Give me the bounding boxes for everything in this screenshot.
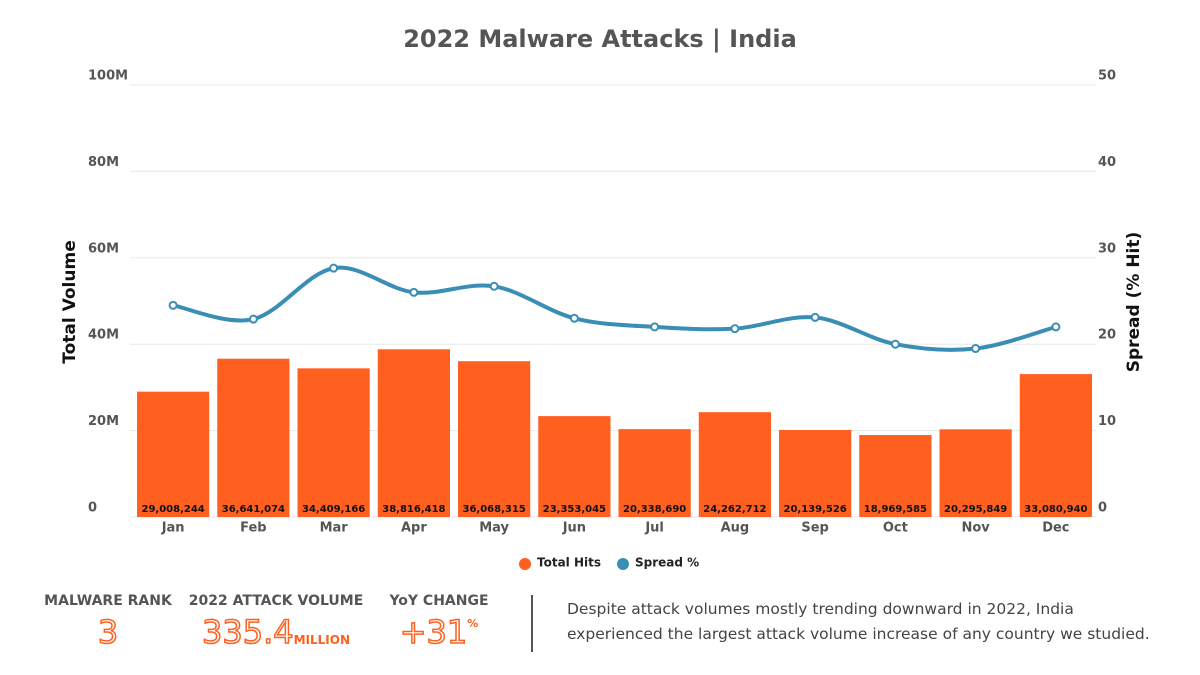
spread-point	[971, 344, 981, 354]
value-label: 18,969,585	[864, 504, 927, 515]
y-tick-label: 100M	[88, 69, 128, 84]
note: Despite attack volumes mostly trending d…	[567, 600, 1150, 643]
stat-value: +31%	[400, 613, 479, 651]
x-tick-label: Jul	[644, 521, 664, 536]
spread-point	[168, 300, 178, 310]
x-tick-label: Dec	[1042, 521, 1069, 536]
x-tick-label: Nov	[961, 521, 990, 536]
value-label: 29,008,244	[141, 504, 204, 515]
spread-point	[248, 314, 258, 324]
spread-point	[489, 281, 499, 291]
y-axis-title: Total Volume	[60, 240, 80, 363]
spread-point	[329, 263, 339, 273]
spread-point	[569, 313, 579, 323]
y-tick-label: 0	[88, 501, 97, 516]
legend-label: Total Hits	[537, 556, 601, 570]
bar	[137, 391, 210, 517]
spread-line	[172, 265, 1057, 352]
value-label: 23,353,045	[543, 504, 606, 515]
bar	[377, 349, 450, 517]
legend-swatch	[519, 558, 531, 570]
x-tick-label: Jan	[161, 521, 185, 536]
stat-number: 3	[98, 613, 118, 651]
stat-unit: MILLION	[294, 633, 350, 647]
bar	[297, 368, 370, 517]
bar	[538, 416, 611, 517]
chart-title: 2022 Malware Attacks | India	[403, 25, 797, 53]
y2-tick-label: 20	[1098, 328, 1116, 343]
spread-point	[1051, 322, 1061, 332]
bar	[779, 429, 852, 517]
bar	[217, 358, 290, 517]
y2-tick-label: 0	[1098, 501, 1107, 516]
stat-unit: %	[467, 617, 478, 630]
y2-tick-label: 30	[1098, 241, 1116, 256]
y-tick-label: 80M	[88, 155, 119, 170]
spread-point	[409, 287, 419, 297]
x-tick-label: Oct	[883, 521, 908, 536]
bar	[618, 429, 691, 517]
spread-point	[810, 312, 820, 322]
stat-value: 335.4MILLION	[202, 613, 350, 651]
value-label: 36,641,074	[222, 504, 285, 515]
bar	[859, 435, 932, 517]
x-tick-label: May	[479, 521, 509, 536]
spread-point	[650, 322, 660, 332]
bar	[1019, 374, 1092, 517]
stat-value: 3	[98, 613, 118, 651]
bar	[939, 429, 1012, 517]
x-tick-label: Jun	[562, 521, 586, 536]
stat-number: +31	[400, 613, 468, 651]
legend-label: Spread %	[635, 556, 699, 570]
value-label: 38,816,418	[382, 504, 445, 515]
value-label: 20,139,526	[783, 504, 846, 515]
value-label: 36,068,315	[462, 504, 525, 515]
value-label: 34,409,166	[302, 504, 365, 515]
y2-axis-title: Spread (% Hit)	[1124, 232, 1144, 373]
spread-point	[890, 339, 900, 349]
x-tick-label: Aug	[721, 521, 750, 536]
y2-tick-label: 40	[1098, 155, 1116, 170]
y-tick-label: 20M	[88, 414, 119, 429]
x-tick-label: Mar	[320, 521, 349, 536]
stat-label: YoY CHANGE	[388, 593, 488, 609]
legend-swatch	[617, 558, 629, 570]
y-tick-label: 60M	[88, 241, 119, 256]
y2-tick-label: 10	[1098, 414, 1116, 429]
value-label: 24,262,712	[703, 504, 766, 515]
x-tick-label: Sep	[801, 521, 829, 536]
stat-number: 335.4	[202, 613, 294, 651]
y2-tick-label: 50	[1098, 69, 1116, 84]
x-tick-label: Feb	[240, 521, 266, 536]
value-label: 20,295,849	[944, 504, 1007, 515]
x-tick-label: Apr	[401, 521, 427, 536]
stat-label: MALWARE RANK	[44, 593, 173, 609]
value-label: 20,338,690	[623, 504, 686, 515]
bar	[458, 361, 531, 517]
stat-label: 2022 ATTACK VOLUME	[189, 593, 364, 609]
y-tick-label: 40M	[88, 328, 119, 343]
bar	[698, 412, 771, 517]
value-label: 33,080,940	[1024, 504, 1087, 515]
spread-point	[730, 324, 740, 334]
